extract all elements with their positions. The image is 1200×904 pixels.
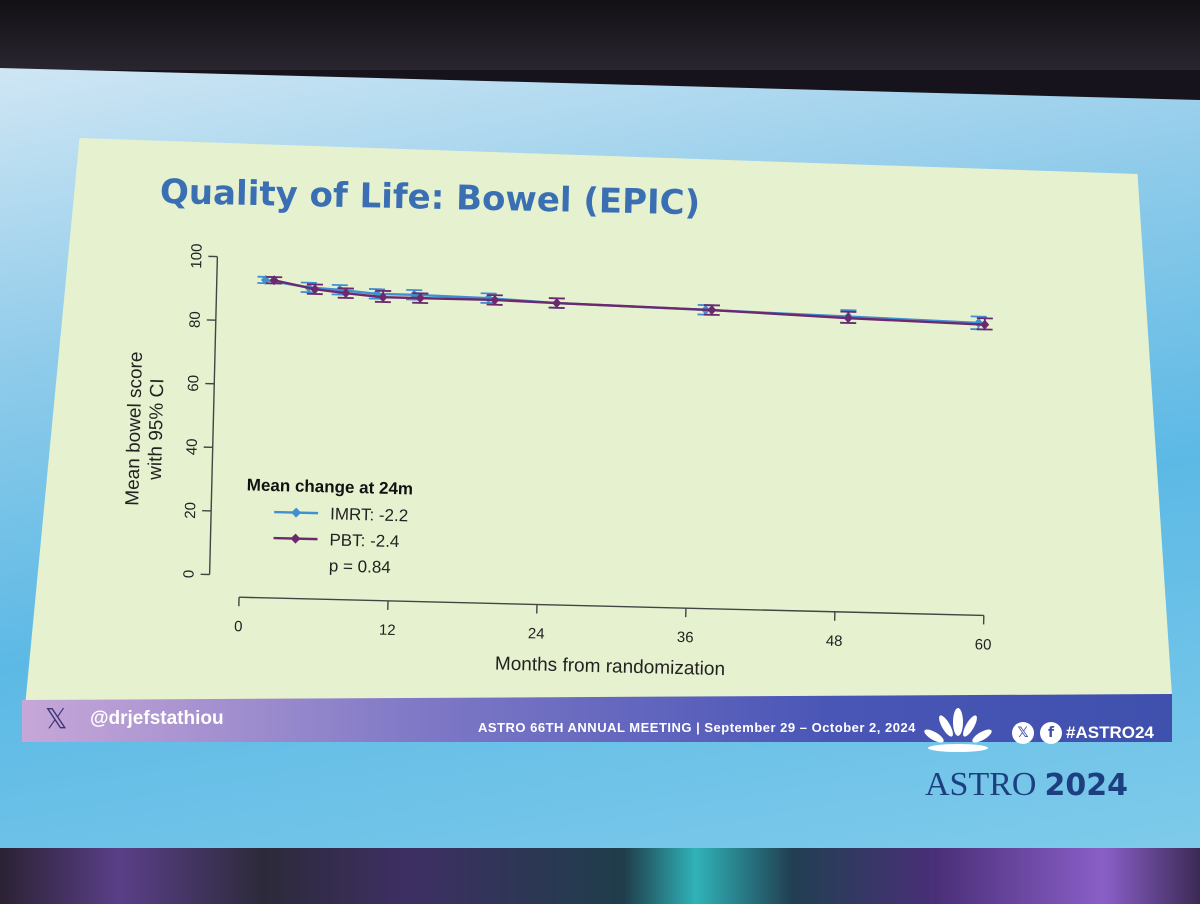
series-line: [273, 279, 985, 326]
x-tick-label: 0: [234, 618, 243, 635]
x-tick-label: 24: [528, 625, 545, 642]
x-tick-label: 48: [826, 633, 843, 650]
slide: [22, 138, 1172, 738]
x-tick-label: 60: [975, 636, 992, 653]
chart-legend: Mean change at 24m IMRT: -2.2 PBT: -2.4 p =…: [247, 475, 414, 577]
x-social-icon: 𝕏: [1012, 722, 1034, 744]
x-axis-label: Months from randomization: [495, 654, 726, 681]
legend-entry: IMRT: -2.2: [330, 504, 409, 525]
series-1: [266, 275, 993, 331]
facebook-icon: f: [1040, 722, 1062, 744]
data-point: [490, 294, 500, 305]
y-tick-label: 20: [182, 502, 199, 519]
data-point: [269, 275, 279, 286]
data-point: [980, 319, 990, 330]
y-tick-label: 80: [187, 311, 204, 328]
ceiling: [0, 0, 1200, 70]
y-axis-label-line: with 95% CI: [145, 378, 168, 481]
astro-brand: ASTRO 2024: [925, 766, 1128, 804]
legend-marker: [291, 507, 302, 518]
y-tick-label: 100: [188, 243, 206, 268]
lotus-logo-icon: [924, 708, 992, 752]
hashtag: #ASTRO24: [1066, 723, 1154, 742]
data-point: [415, 293, 425, 304]
y-tick-label: 0: [181, 570, 198, 579]
x-logo-icon: 𝕏: [45, 702, 68, 735]
data-point: [310, 284, 320, 295]
y-axis-label-line: Mean bowel score: [122, 351, 147, 506]
y-axis-label: Mean bowel scorewith 95% CI: [122, 351, 169, 506]
legend-title: Mean change at 24m: [247, 475, 414, 498]
data-point: [707, 305, 717, 316]
x-axis-line: [239, 596, 984, 617]
meeting-banner: ASTRO 66TH ANNUAL MEETING | September 29…: [478, 720, 916, 735]
p-value: p = 0.84: [329, 556, 391, 577]
brand-year: 2024: [1044, 768, 1128, 803]
data-point: [378, 292, 388, 303]
legend-entry: PBT: -2.4: [329, 530, 399, 551]
series-0: [257, 275, 987, 331]
stage-lights: [0, 848, 1200, 904]
chart-axes: 0 20 40 60 80 100 0 12 24 36 48 60: [181, 243, 992, 653]
data-point: [552, 298, 562, 309]
brand-name: ASTRO: [925, 766, 1037, 803]
x-tick-label: 36: [677, 629, 694, 646]
chart-series: [257, 275, 993, 331]
data-point: [341, 288, 351, 299]
y-tick-label: 40: [184, 438, 201, 455]
legend-marker: [290, 533, 301, 544]
series-line: [265, 278, 979, 325]
data-point: [843, 313, 853, 324]
twitter-handle: @drjefstathiou: [90, 708, 224, 729]
y-axis-line: [208, 256, 219, 575]
x-tick-label: 12: [379, 622, 396, 639]
y-tick-label: 60: [185, 375, 202, 392]
